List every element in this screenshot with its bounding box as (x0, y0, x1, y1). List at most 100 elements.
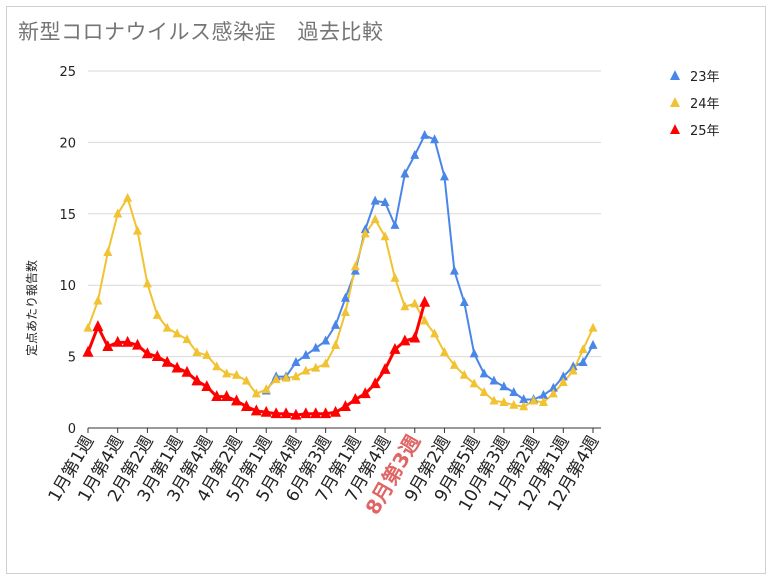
data-point (142, 278, 152, 288)
data-point (430, 134, 440, 144)
series-line-1 (87, 197, 594, 408)
data-point (291, 371, 301, 381)
data-point (459, 369, 469, 379)
data-point (558, 377, 568, 386)
data-point (83, 322, 93, 332)
legend-marker (670, 70, 680, 81)
data-point (93, 295, 103, 305)
data-point (201, 380, 213, 392)
y-tick-label: 15 (59, 208, 76, 223)
y-axis-ticks: 0 5 10 15 20 25 (59, 65, 76, 437)
data-point (519, 401, 529, 411)
data-point (449, 359, 459, 369)
data-point (439, 171, 449, 181)
legend-label: 25年 (690, 124, 720, 139)
data-point (548, 382, 558, 392)
data-point (389, 343, 401, 354)
data-point (222, 368, 232, 378)
data-point (113, 208, 123, 218)
data-point (479, 368, 489, 378)
data-point (290, 408, 302, 420)
data-point (519, 394, 529, 404)
y-axis-label: 定点あたり報告数 (24, 260, 39, 356)
data-point (400, 168, 410, 178)
data-point (191, 374, 203, 386)
data-point (310, 407, 322, 419)
data-point (370, 214, 380, 224)
data-point (420, 315, 430, 325)
data-point (161, 355, 173, 367)
data-point (212, 361, 222, 371)
x-axis-ticks: 1月第1週1月第4週2月第2週3月第1週3月第4週4月第2週5月第1週5月第4週… (45, 428, 603, 519)
data-point (349, 393, 361, 404)
data-point (340, 307, 350, 316)
data-point (133, 225, 143, 235)
data-point (182, 334, 192, 344)
data-point (141, 347, 153, 359)
data-point (151, 350, 163, 362)
data-point (379, 363, 391, 374)
data-point (291, 357, 301, 366)
data-point (321, 335, 331, 345)
chart-frame (6, 6, 766, 574)
gridlines (88, 70, 601, 429)
legend: 23年 24年 25年 (670, 70, 720, 139)
data-point (369, 377, 381, 389)
data-point (132, 338, 144, 350)
data-point (330, 405, 342, 417)
data-point (112, 335, 124, 347)
y-tick-label: 25 (59, 65, 76, 80)
data-point (102, 340, 114, 352)
data-point (221, 390, 233, 402)
data-point (380, 197, 390, 207)
data-point (509, 399, 519, 409)
data-point (281, 372, 291, 382)
data-point (509, 387, 519, 396)
data-point (300, 407, 312, 419)
data-point (122, 335, 134, 347)
data-point (270, 407, 282, 419)
data-point (321, 358, 331, 368)
data-point (172, 328, 182, 338)
data-point (311, 342, 321, 352)
data-point (489, 395, 499, 405)
data-point (529, 395, 539, 405)
data-point (410, 298, 420, 308)
data-point (568, 365, 578, 375)
data-point (420, 129, 430, 139)
data-point (171, 361, 183, 373)
data-point (339, 400, 351, 412)
data-point (181, 365, 193, 377)
data-point (469, 378, 479, 388)
data-point (261, 384, 271, 394)
series-line-2 (86, 301, 427, 417)
data-point (419, 295, 431, 307)
y-tick-label: 20 (59, 136, 76, 151)
data-point (400, 301, 410, 311)
data-point (390, 219, 400, 229)
data-point (251, 388, 261, 398)
data-point (588, 339, 598, 349)
data-point (538, 389, 548, 399)
data-point (231, 394, 243, 406)
data-point (301, 365, 311, 375)
data-point (162, 322, 172, 332)
data-point (152, 309, 162, 319)
data-point (331, 339, 341, 349)
data-point (578, 344, 588, 354)
data-point (479, 387, 489, 396)
data-point (558, 371, 568, 381)
data-point (123, 192, 133, 202)
data-point (92, 320, 104, 332)
data-point (430, 328, 440, 338)
data-point (449, 265, 459, 275)
data-point (588, 322, 598, 332)
data-point (241, 375, 251, 385)
data-point (331, 319, 341, 329)
data-point (499, 381, 509, 391)
data-point (370, 195, 380, 205)
data-point (548, 388, 558, 398)
data-point (360, 228, 370, 238)
data-point (390, 272, 400, 282)
